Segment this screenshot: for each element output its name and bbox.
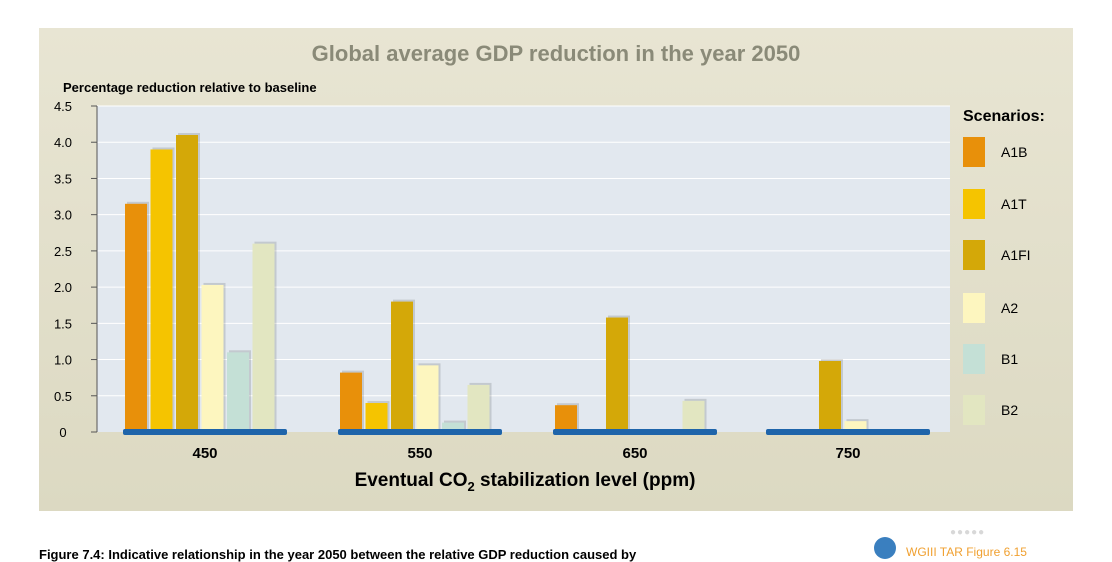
y-tick-label: 4.0 (54, 135, 72, 150)
x-category-label: 450 (192, 445, 217, 462)
legend-swatch (963, 240, 985, 270)
group-baseline (123, 429, 287, 435)
link-badge-icon[interactable] (874, 537, 896, 559)
bar (227, 352, 249, 432)
bar (150, 149, 173, 432)
y-tick-label: 2.5 (54, 244, 72, 259)
y-axis-title: Percentage reduction relative to baselin… (63, 80, 317, 95)
figure-link[interactable]: WGIII TAR Figure 6.15 (906, 545, 1027, 559)
legend-swatch (963, 344, 985, 374)
legend-swatch (963, 137, 985, 167)
bar (819, 361, 841, 432)
x-axis-title-subscript: 2 (467, 478, 475, 494)
y-tick-label: 3.5 (54, 171, 72, 186)
chart-title: Global average GDP reduction in the year… (311, 41, 801, 66)
bar (442, 422, 464, 432)
bar (467, 384, 490, 432)
group-baseline (553, 429, 717, 435)
group-baseline (766, 429, 930, 435)
x-category-label: 550 (407, 445, 432, 462)
group-baseline (338, 429, 502, 435)
x-category-label: 650 (622, 445, 647, 462)
bar (416, 365, 439, 432)
bar (365, 403, 388, 432)
bar (252, 243, 275, 432)
legend-label: A1B (1001, 144, 1028, 160)
bar (606, 317, 628, 432)
x-axis-title-main: Eventual CO (354, 470, 468, 491)
legend-label: B1 (1001, 351, 1019, 367)
legend-swatch (963, 395, 985, 425)
bar (682, 400, 705, 432)
x-category-label: 750 (835, 445, 860, 462)
bar (340, 372, 362, 432)
bar (555, 405, 577, 432)
bar (391, 301, 413, 432)
legend-label: A1T (1001, 196, 1027, 212)
legend-label: A1FI (1001, 247, 1031, 263)
y-tick-label: 0.5 (54, 389, 72, 404)
y-tick-label: 4.5 (54, 99, 72, 114)
y-tick-label: 0 (59, 425, 66, 440)
bar (125, 203, 147, 432)
legend-swatch (963, 189, 985, 219)
legend-label: B2 (1001, 402, 1019, 418)
legend-swatch (963, 293, 985, 323)
bar (844, 421, 867, 432)
bar (201, 284, 224, 432)
y-tick-label: 1.5 (54, 316, 72, 331)
progress-dots-icon: ●●●●● (950, 527, 986, 538)
y-tick-label: 3.0 (54, 208, 72, 223)
legend-title: Scenarios: (963, 108, 1045, 125)
x-axis-title-tail: stabilization level (ppm) (474, 470, 696, 491)
bar (176, 134, 198, 432)
y-tick-label: 1.0 (54, 353, 72, 368)
y-tick-label: 2.0 (54, 280, 72, 295)
x-axis-title: Eventual CO2 stabilization level (ppm) (0, 470, 1050, 494)
legend-label: A2 (1001, 300, 1019, 316)
